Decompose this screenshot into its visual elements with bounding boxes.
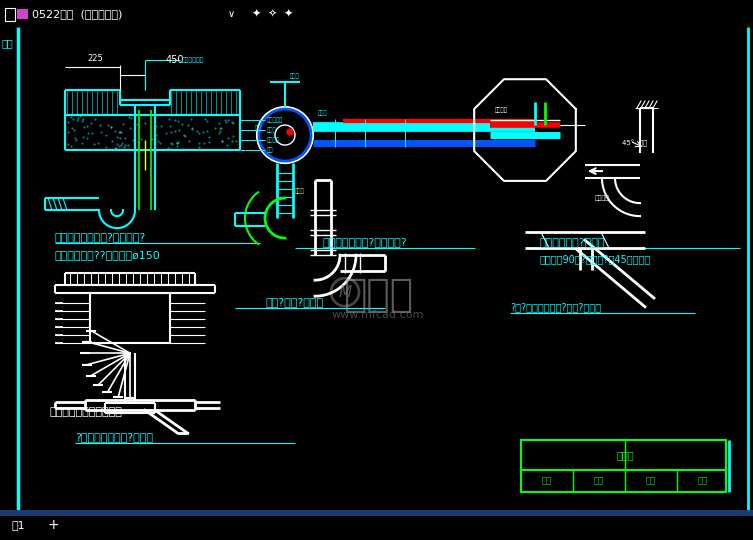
Text: 支管接入檩管?接大？: 支管接入檩管?接大？ [540, 237, 605, 247]
Text: 屋心支放: 屋心支放 [495, 107, 508, 113]
Text: 虹吸雨水斗在敞天?内安装大?: 虹吸雨水斗在敞天?内安装大? [55, 232, 146, 242]
Text: 225: 225 [87, 54, 103, 63]
Text: 审定: 审定 [542, 477, 552, 486]
Text: 孤心受放: 孤心受放 [595, 195, 610, 201]
Text: 450: 450 [166, 55, 184, 65]
Text: 局1: 局1 [12, 520, 26, 530]
Text: 密封帽: 密封帽 [616, 450, 634, 460]
Text: M: M [338, 285, 352, 300]
Text: 干管上的90度?弯采用?个45度弯完成: 干管上的90度?弯采用?个45度弯完成 [540, 254, 651, 264]
Bar [5, 8, 15, 21]
Text: ∨: ∨ [228, 9, 235, 19]
Text: ?根?吊管并入一根?吊管?接大？: ?根?吊管并入一根?吊管?接大？ [510, 302, 601, 312]
Text: 防水制作: 防水制作 [267, 137, 280, 143]
Text: 保温层: 保温层 [295, 188, 305, 194]
Bar [0, 510, 753, 516]
Text: 批发: 批发 [594, 477, 604, 486]
Bar [17, 9, 28, 19]
Text: 45°  弯头: 45° 弯头 [622, 139, 648, 147]
Text: 制图: 制图 [646, 477, 656, 486]
Text: 屋板: 屋板 [267, 147, 273, 153]
Text: 线框: 线框 [2, 38, 14, 48]
Text: www.mfcad.com: www.mfcad.com [332, 310, 424, 320]
Text: ?水三通接入檩管?接大？: ?水三通接入檩管?接大？ [75, 432, 153, 442]
Text: 隔热层: 隔热层 [267, 127, 277, 133]
Text: +: + [48, 518, 59, 532]
Text: 拦污网: 拦污网 [290, 73, 300, 79]
Text: 管顶通气孔径: 管顶通气孔径 [182, 57, 205, 63]
Bar [90, 293, 170, 343]
Text: ✧: ✧ [268, 9, 277, 19]
Text: 0522修改  (图层不打印): 0522修改 (图层不打印) [32, 9, 123, 19]
Text: 出版: 出版 [698, 477, 708, 486]
Text: 雨水斗位置天??孔尺寸：ø150: 雨水斗位置天??孔尺寸：ø150 [55, 250, 160, 260]
Text: ✦: ✦ [284, 9, 294, 19]
Text: 混凝土找坡: 混凝土找坡 [267, 117, 283, 123]
Text: 檩管?立管?接大？: 檩管?立管?接大？ [266, 297, 324, 307]
Text: 沐风网: 沐风网 [343, 276, 413, 314]
Circle shape [287, 129, 293, 135]
Text: 雨水斗连接件安装大样图: 雨水斗连接件安装大样图 [50, 407, 123, 417]
Text: 防水: 防水 [255, 125, 261, 131]
Text: 底座帽: 底座帽 [318, 111, 328, 116]
Text: 虹吸雨水斗在天?内安装大?: 虹吸雨水斗在天?内安装大? [323, 237, 407, 247]
Bar [521, 440, 726, 492]
Text: ✦: ✦ [252, 9, 261, 19]
